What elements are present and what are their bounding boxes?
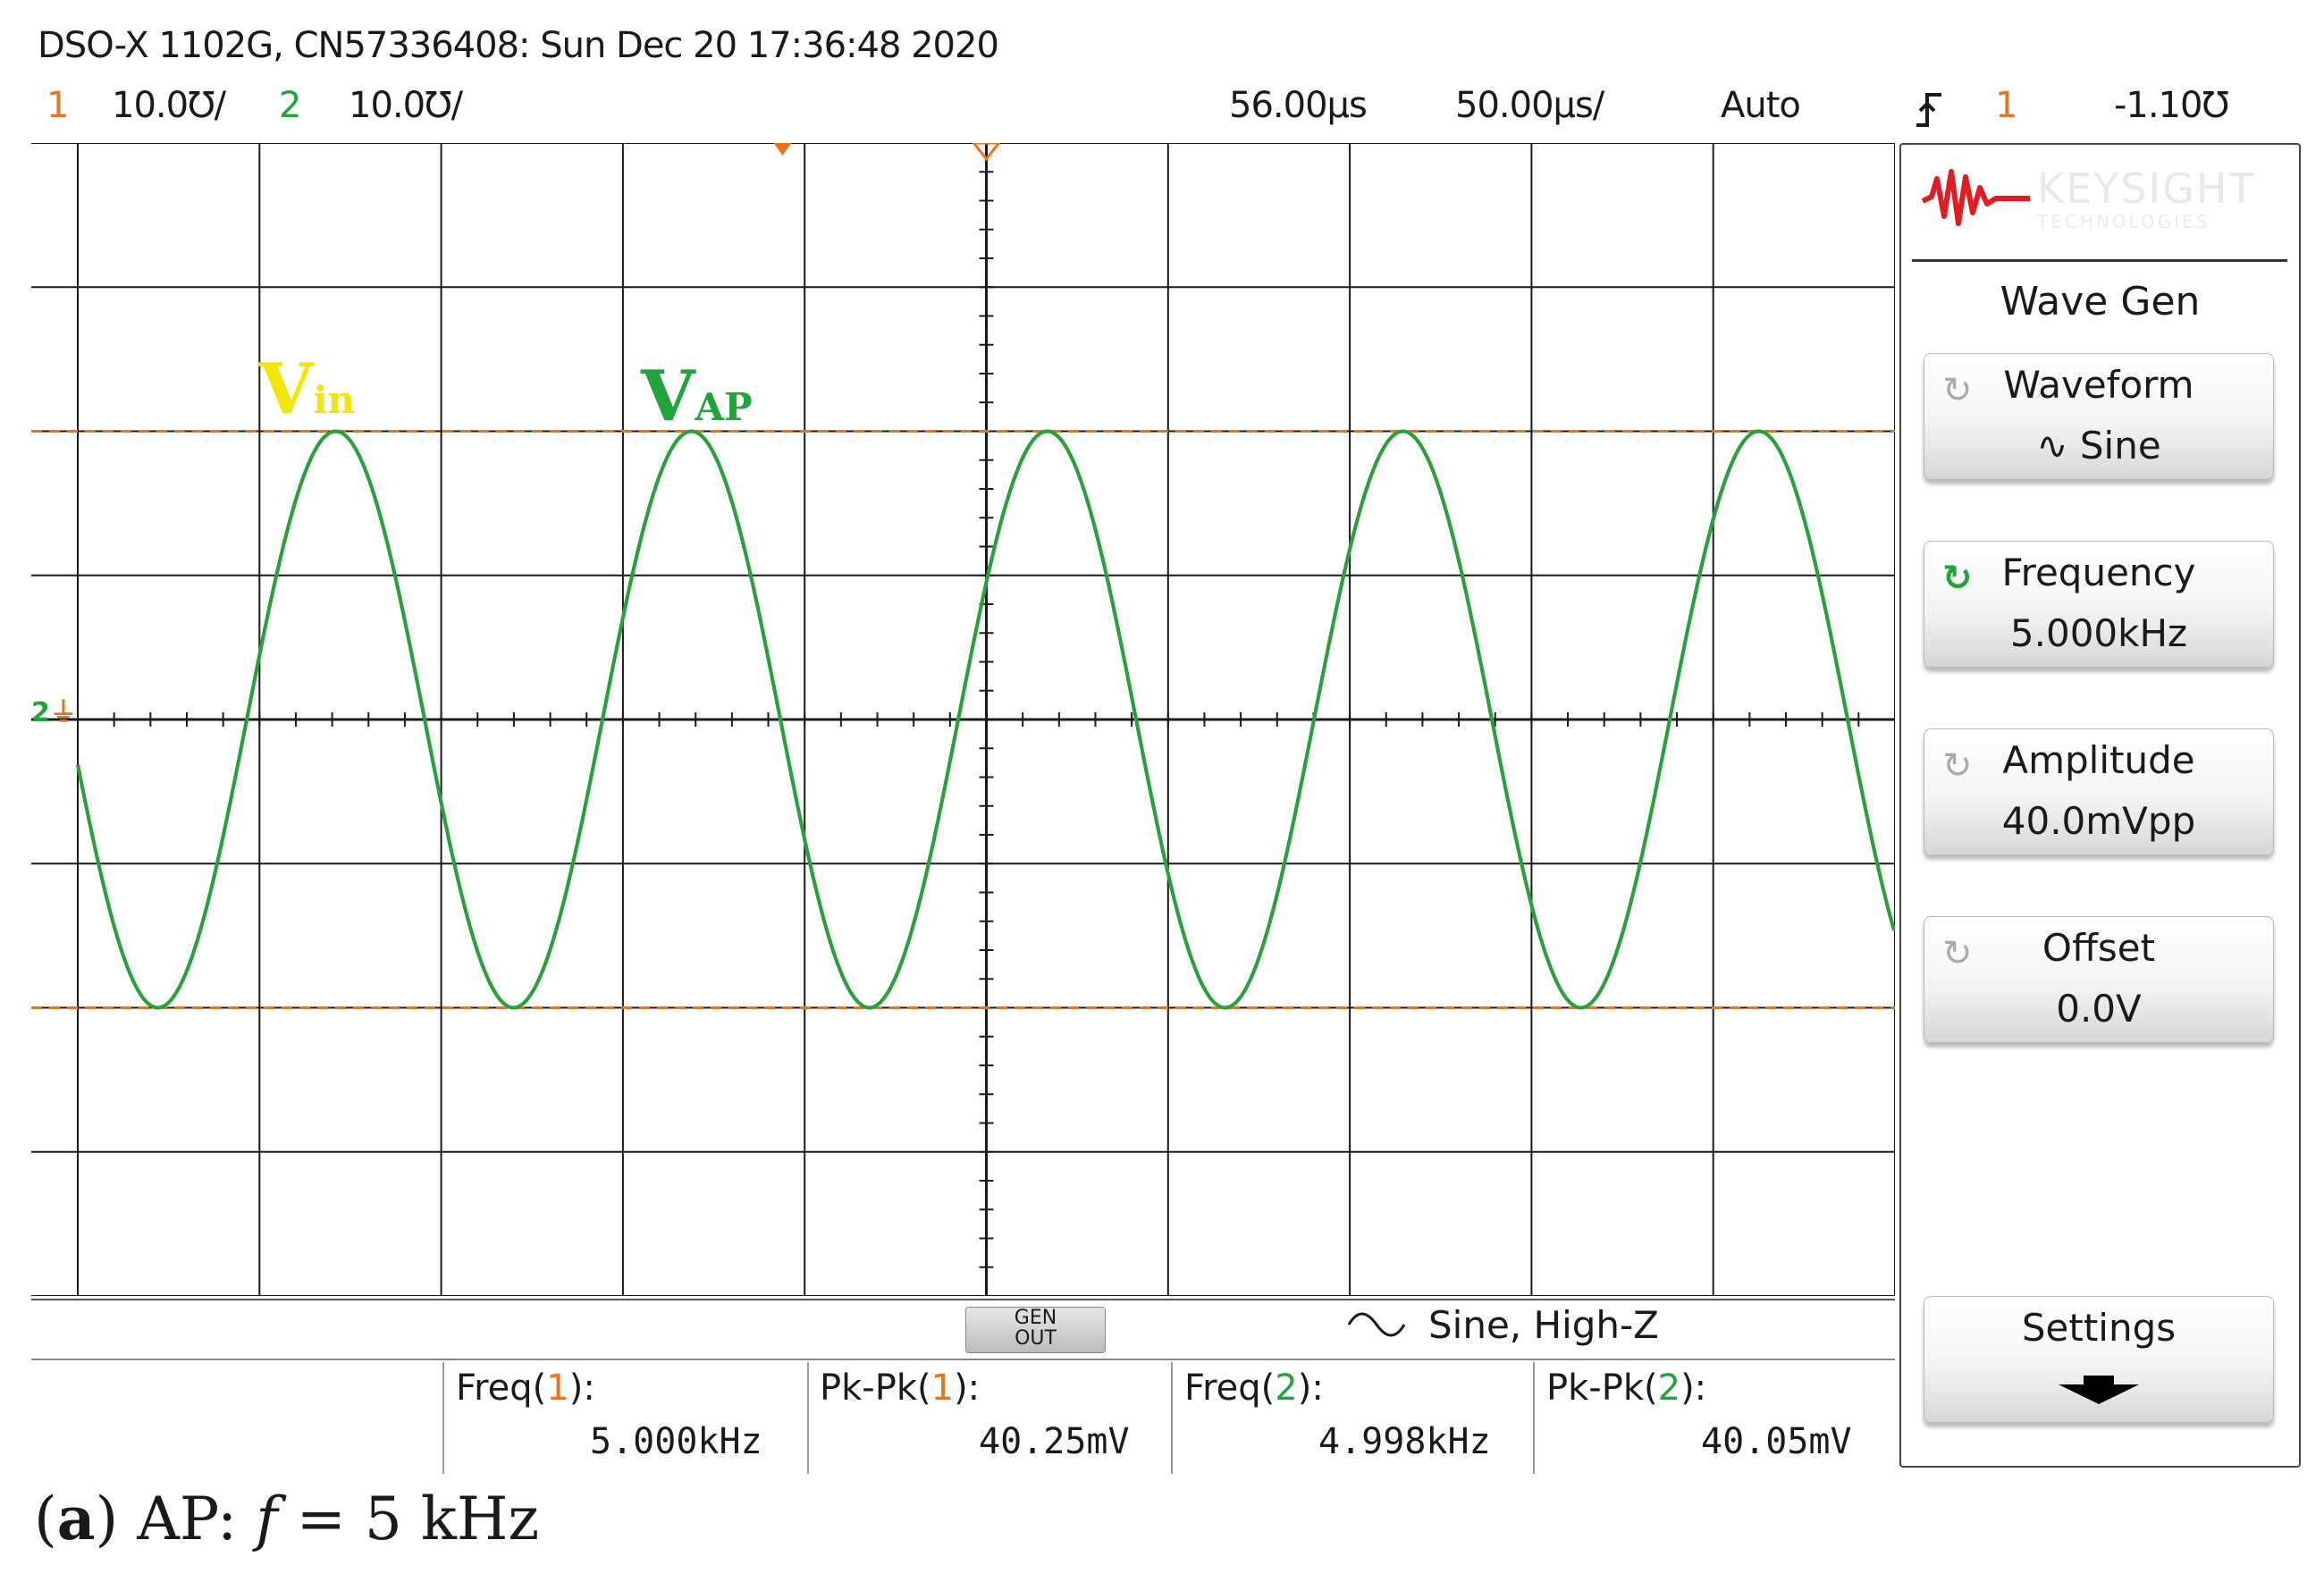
- graticule-grid: [31, 142, 1896, 1297]
- offset-softkey[interactable]: ↻ Offset 0.0V: [1924, 916, 2274, 1043]
- trigger-markers: [773, 141, 1002, 162]
- ch1-scale[interactable]: 10.0℧/: [112, 85, 226, 126]
- meas-value-freq-1: 5.000kHz: [590, 1421, 762, 1462]
- vin-label: Vin: [259, 349, 356, 430]
- meas-label-freq-2: Freq(2):: [1184, 1367, 1324, 1409]
- meas-value-pkpk-1: 40.25mV: [979, 1421, 1130, 1462]
- figure-caption: (a) AP: f = 5 kHz: [34, 1484, 540, 1553]
- screenshot-title: DSO-X 1102G, CN57336408: Sun Dec 20 17:3…: [38, 25, 999, 66]
- sine-icon: [1345, 1307, 1408, 1346]
- softkey-panel: KEYSIGHT TECHNOLOGIES Wave Gen ↻ Wavefor…: [1899, 143, 2301, 1468]
- status-divider: [31, 1299, 1895, 1300]
- rotate-knob-icon: ↻: [1942, 370, 1973, 411]
- time-reference-marker: [971, 141, 1002, 162]
- arrow-down-icon: [2057, 1376, 2141, 1408]
- meas-separator: [1533, 1362, 1535, 1474]
- vap-label: VAP: [641, 356, 753, 437]
- trigger-level[interactable]: -1.10℧: [2114, 85, 2229, 126]
- meas-label-freq-1: Freq(1):: [456, 1367, 595, 1409]
- rotate-knob-icon: ↻: [1942, 745, 1973, 787]
- frequency-softkey[interactable]: ↻ Frequency 5.000kHz: [1924, 541, 2274, 668]
- active-knob-icon: ↻: [1942, 558, 1973, 599]
- settings-softkey[interactable]: Settings: [1924, 1296, 2274, 1423]
- frequency-value: 5.000kHz: [2009, 611, 2188, 655]
- waveform-traces: [31, 429, 1896, 1010]
- measurement-bar: Freq(1): 5.000kHz Pk-Pk(1): 40.25mV Freq…: [31, 1360, 1895, 1474]
- meas-value-pkpk-2: 40.05mV: [1701, 1421, 1852, 1462]
- waveform-display[interactable]: Vin VAP 2⏚: [31, 141, 1896, 1297]
- brand-sub: TECHNOLOGIES: [2037, 211, 2210, 232]
- trigger-source[interactable]: 1: [1995, 85, 2017, 126]
- brand-name: KEYSIGHT: [2037, 164, 2256, 213]
- measurement-divider: [31, 1359, 1895, 1360]
- meas-value-freq-2: 4.998kHz: [1318, 1421, 1491, 1462]
- gen-out-status: Sine, High-Z: [1428, 1303, 1659, 1347]
- rotate-knob-icon: ↻: [1942, 933, 1973, 974]
- panel-divider: [1912, 259, 2287, 262]
- amplitude-label: Amplitude: [2002, 738, 2195, 782]
- frequency-label: Frequency: [2001, 551, 2196, 594]
- settings-label: Settings: [2021, 1306, 2177, 1350]
- ch2-trace: [76, 429, 1896, 1010]
- meas-separator: [1171, 1362, 1173, 1474]
- ch2-scale[interactable]: 10.0℧/: [349, 85, 463, 126]
- trigger-mode[interactable]: Auto: [1721, 85, 1801, 126]
- meas-separator: [442, 1362, 444, 1474]
- oscilloscope-graticule: [31, 141, 1896, 1297]
- ch2-number[interactable]: 2: [279, 85, 301, 126]
- menu-title: Wave Gen: [2000, 279, 2201, 324]
- time-delay[interactable]: 56.00µs: [1229, 85, 1368, 126]
- gen-out-button[interactable]: GEN OUT: [965, 1307, 1106, 1353]
- offset-label: Offset: [2042, 926, 2156, 970]
- keysight-logo-icon: [1921, 161, 2033, 236]
- waveform-value: ∿ Sine: [2036, 424, 2161, 467]
- trigger-position-marker: [773, 143, 792, 156]
- waveform-label: Waveform: [2003, 363, 2194, 407]
- amplitude-softkey[interactable]: ↻ Amplitude 40.0mVpp: [1924, 728, 2274, 855]
- waveform-softkey[interactable]: ↻ Waveform ∿ Sine: [1924, 353, 2274, 480]
- meas-label-pkpk-1: Pk-Pk(1):: [820, 1367, 981, 1409]
- time-scale[interactable]: 50.00µs/: [1455, 85, 1604, 126]
- amplitude-value: 40.0mVpp: [2001, 799, 2196, 843]
- ground-marker[interactable]: 2⏚: [31, 697, 77, 728]
- meas-label-pkpk-2: Pk-Pk(2):: [1546, 1367, 1707, 1409]
- offset-value: 0.0V: [2056, 987, 2142, 1031]
- ch1-number[interactable]: 1: [46, 85, 69, 126]
- rising-edge-icon: [1913, 89, 1945, 132]
- meas-separator: [807, 1362, 809, 1474]
